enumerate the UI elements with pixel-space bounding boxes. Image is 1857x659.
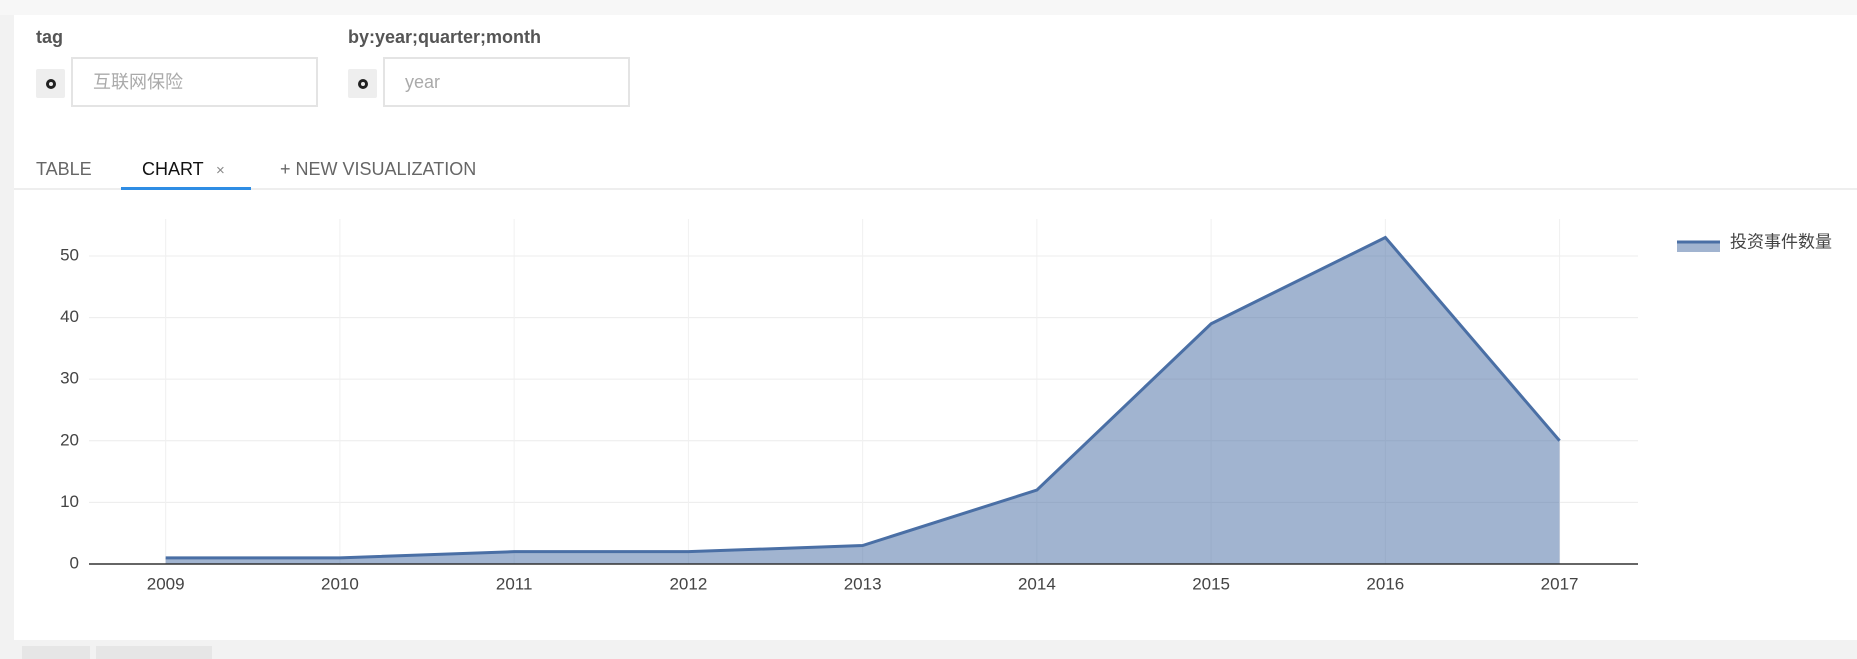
bottom-bar <box>0 640 1857 659</box>
x-tick-label: 2012 <box>669 574 707 593</box>
tab-close[interactable]: × <box>216 162 225 179</box>
x-tick-label: 2010 <box>321 574 359 593</box>
legend-swatch <box>1677 242 1720 252</box>
y-tick-label: 40 <box>60 307 79 326</box>
text-input[interactable]: year <box>383 57 630 107</box>
tab[interactable]: TABLE <box>36 159 92 179</box>
gear-button[interactable] <box>36 69 65 98</box>
tab-underline <box>121 187 251 190</box>
y-tick-label: 0 <box>70 553 79 572</box>
x-tick-label: 2011 <box>496 574 533 593</box>
top-bar <box>0 0 1857 15</box>
field-label: tag <box>36 27 63 47</box>
x-tick-label: 2014 <box>1018 574 1056 593</box>
x-tick-label: 2009 <box>147 574 185 593</box>
field-label: by:year;quarter;month <box>348 27 542 47</box>
x-tick-label: 2015 <box>1192 574 1230 593</box>
gear-button[interactable] <box>348 69 377 98</box>
legend-label: 投资事件数量 <box>1730 232 1832 251</box>
x-tick-label: 2013 <box>844 574 882 593</box>
tab-separator <box>14 188 1857 190</box>
area-fill <box>165 237 1560 564</box>
tab-active[interactable]: CHART <box>142 159 204 179</box>
tab[interactable]: + NEW VISUALIZATION <box>280 159 477 179</box>
x-tick-label: 2017 <box>1541 574 1579 593</box>
y-tick-label: 10 <box>60 492 79 511</box>
text-input[interactable]: 互联网保险 <box>71 57 318 107</box>
y-tick-label: 50 <box>60 245 79 264</box>
area-line <box>165 235 1561 560</box>
y-tick-label: 20 <box>60 430 79 449</box>
x-tick-label: 2016 <box>1366 574 1404 593</box>
y-tick-label: 30 <box>60 369 79 388</box>
